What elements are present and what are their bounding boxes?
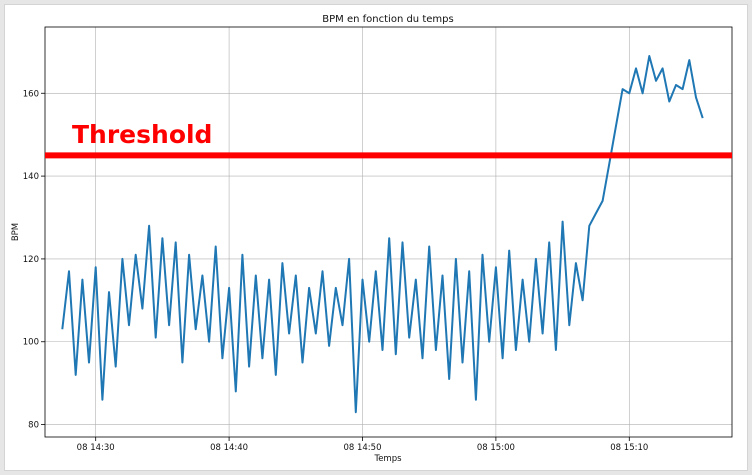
y-tick-label: 120 — [23, 255, 39, 265]
x-tick-label: 08 15:00 — [477, 443, 515, 453]
y-axis: 80 100 120 140 160 — [23, 89, 45, 431]
chart-frame — [4, 4, 748, 471]
x-axis: 08 14:30 08 14:40 08 14:50 08 15:00 08 15:10 — [77, 437, 648, 453]
y-tick-label: 140 — [23, 172, 39, 182]
chart-title: BPM en fonction du temps — [322, 14, 453, 25]
y-tick-label: 80 — [28, 421, 39, 431]
x-tick-label: 08 15:10 — [610, 443, 648, 453]
x-tick-label: 08 14:30 — [77, 443, 115, 453]
x-axis-label: Temps — [373, 454, 402, 464]
y-axis-label: BPM — [11, 223, 21, 241]
y-tick-label: 160 — [23, 89, 39, 99]
plot-area-border — [44, 26, 733, 438]
x-tick-label: 08 14:50 — [343, 443, 381, 453]
x-tick-label: 08 14:40 — [210, 443, 248, 453]
y-tick-label: 100 — [23, 338, 39, 348]
grid — [45, 27, 732, 437]
bpm-series-line — [61, 55, 704, 414]
threshold-label: Threshold — [72, 120, 212, 149]
